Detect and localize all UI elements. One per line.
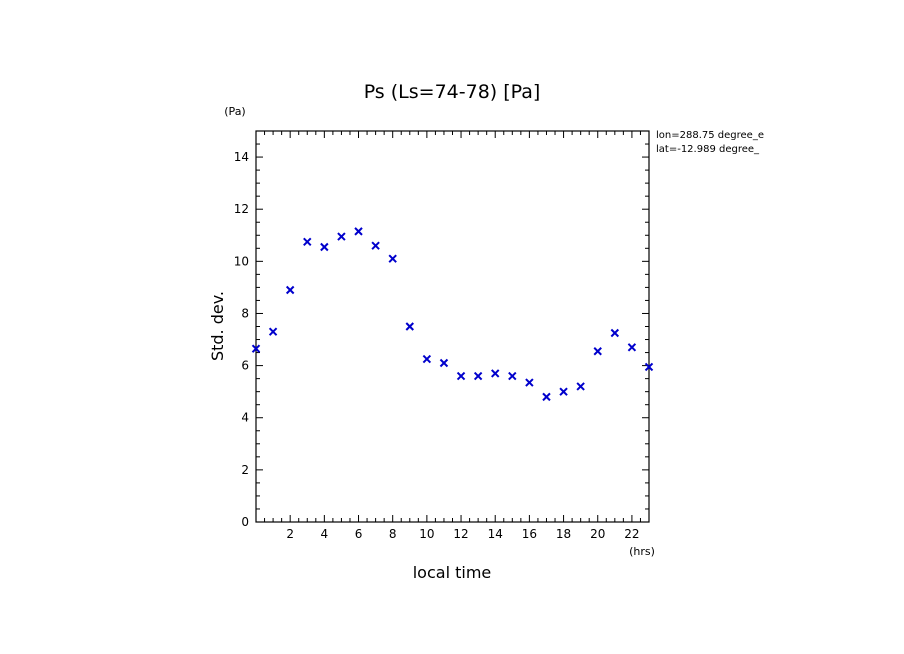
data-point — [422, 354, 432, 364]
data-point — [371, 241, 380, 250]
data-point — [644, 362, 654, 372]
lon-annotation: lon=288.75 degree_e — [656, 130, 764, 141]
y-tick-label: 4 — [241, 411, 249, 425]
data-point-stroke — [491, 369, 500, 378]
data-point-stroke — [268, 327, 278, 336]
data-point — [508, 371, 517, 381]
data-point-stroke — [456, 371, 466, 381]
y-tick-label: 0 — [241, 515, 249, 529]
data-point-stroke — [627, 343, 637, 352]
x-axis-title: local time — [413, 563, 492, 582]
x-tick-label: 16 — [522, 527, 537, 541]
data-point-stroke — [508, 371, 517, 381]
data-point — [456, 371, 466, 381]
y-axis-title: Std. dev. — [208, 291, 227, 361]
data-point — [337, 232, 346, 241]
data-point — [405, 322, 414, 331]
data-point — [285, 285, 295, 295]
data-point — [593, 347, 602, 356]
y-tick-label: 10 — [234, 254, 249, 268]
data-point-stroke — [320, 242, 329, 252]
data-point-stroke — [644, 362, 654, 372]
x-tick-label: 14 — [488, 527, 503, 541]
data-point-stroke — [593, 347, 602, 356]
data-point — [542, 392, 551, 402]
x-tick-label: 4 — [321, 527, 329, 541]
x-tick-label: 12 — [453, 527, 468, 541]
data-point-stroke — [337, 232, 346, 241]
x-tick-label: 10 — [419, 527, 434, 541]
lat-annotation: lat=-12.989 degree_ — [656, 144, 760, 155]
data-point-stroke — [354, 227, 363, 236]
data-point-stroke — [473, 371, 483, 381]
data-markers — [251, 227, 654, 402]
x-tick-label: 6 — [355, 527, 363, 541]
data-point — [251, 344, 261, 353]
x-tick-label: 8 — [389, 527, 397, 541]
data-point-stroke — [439, 358, 449, 368]
data-point — [559, 387, 568, 396]
data-point — [320, 242, 329, 252]
y-tick-label: 12 — [234, 202, 249, 216]
data-point-stroke — [285, 285, 295, 295]
data-point-stroke — [610, 328, 620, 338]
data-point-stroke — [422, 354, 432, 364]
y-tick-label: 2 — [241, 463, 249, 477]
chart-title: Ps (Ls=74-78) [Pa] — [364, 81, 541, 103]
x-axis-unit: (hrs) — [629, 545, 655, 558]
data-point — [627, 343, 637, 352]
data-point — [354, 227, 363, 236]
data-point-stroke — [371, 241, 380, 250]
data-point — [303, 237, 312, 246]
data-point-stroke — [525, 378, 534, 387]
y-tick-label: 8 — [241, 306, 249, 320]
data-point-stroke — [559, 387, 568, 396]
data-point-stroke — [251, 344, 261, 353]
y-tick-label: 6 — [241, 359, 249, 373]
plot-frame — [255, 130, 650, 523]
data-point — [439, 358, 449, 368]
data-point-stroke — [405, 322, 414, 331]
data-point-stroke — [576, 382, 585, 391]
x-tick-label: 20 — [590, 527, 605, 541]
data-point — [525, 378, 534, 387]
data-point — [576, 382, 585, 391]
data-point — [473, 371, 483, 381]
data-point-stroke — [388, 254, 397, 263]
data-point — [491, 369, 500, 378]
data-point — [268, 327, 278, 336]
data-point-stroke — [303, 237, 312, 246]
data-point-stroke — [542, 392, 551, 402]
data-point — [388, 254, 397, 263]
x-tick-label: 22 — [624, 527, 639, 541]
y-axis-unit: (Pa) — [224, 105, 245, 118]
data-point — [610, 328, 620, 338]
x-tick-label: 18 — [556, 527, 571, 541]
x-tick-label: 2 — [286, 527, 294, 541]
y-tick-label: 14 — [234, 150, 249, 164]
axes: 0 2 4 6 8 10 12 14 2 4 6 8 10 12 14 16 18 20 22 — [234, 130, 650, 541]
